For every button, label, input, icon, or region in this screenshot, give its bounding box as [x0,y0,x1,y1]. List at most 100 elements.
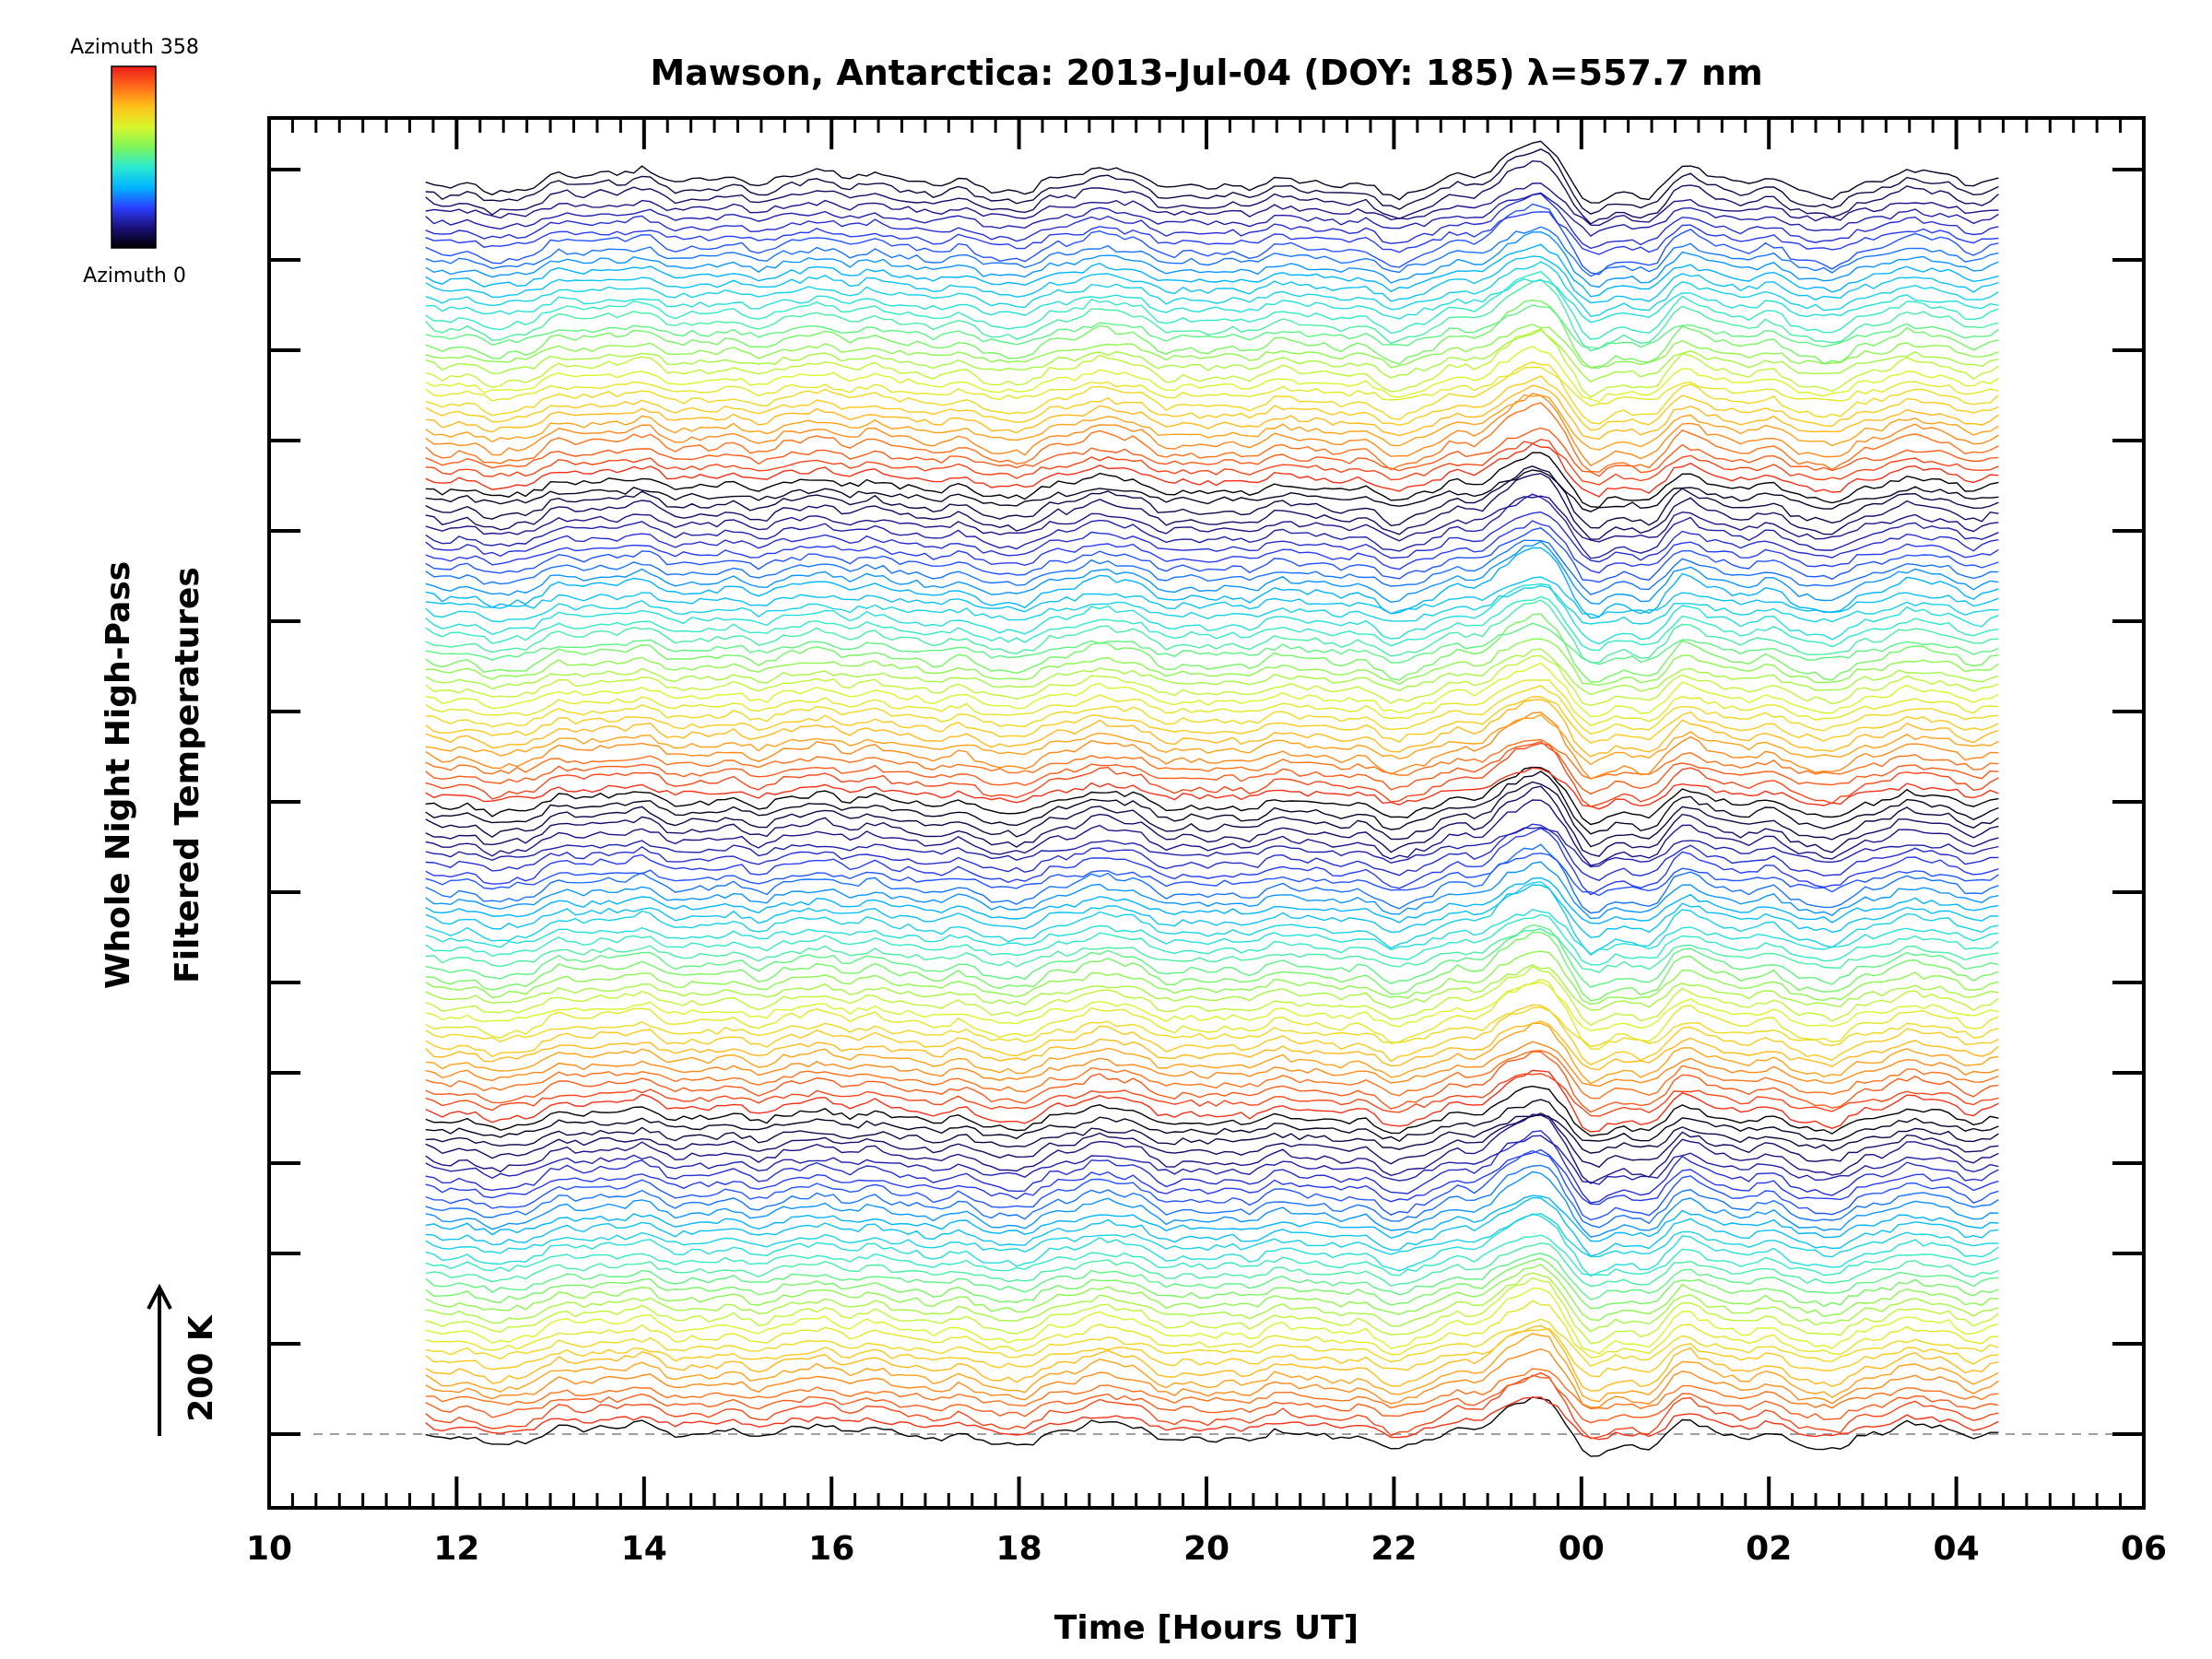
trace-line [425,1333,1999,1403]
y-axis-label-line1: Whole Night High-Pass [100,561,137,989]
trace-line [425,304,1999,349]
trace-line [425,278,1999,352]
trace-line [425,230,1999,288]
trace-line [425,931,1999,1002]
trace-line [425,662,1999,718]
trace-line [425,913,1999,966]
trace-line [425,781,1999,848]
trace-line [425,827,1999,868]
trace-line [425,1277,1999,1345]
trace-line [425,329,1999,383]
trace-line [425,1234,1999,1277]
trace-line [425,981,1999,1031]
scale-indicator: 200 K [147,1283,220,1436]
trace-line [425,928,1999,973]
trace-line [425,438,1999,486]
trace-line [425,1324,1999,1392]
x-tick-label: 20 [1183,1530,1230,1568]
trace-line [425,148,1999,215]
trace-line [425,1327,1999,1378]
trace-line [425,978,1999,1050]
trace-line [425,696,1999,744]
trace-line [425,327,1999,398]
trace-line [425,1368,1999,1410]
trace-line [425,393,1999,466]
trace-line [425,1051,1999,1113]
x-tick-label: 02 [1746,1530,1792,1568]
trace-line [425,599,1999,664]
scale-label: 200 K [182,1314,220,1422]
trace-line [425,159,1999,225]
trace-line [425,861,1999,920]
trace-line [425,469,1999,512]
trace-line [425,1073,1999,1117]
trace-line [425,211,1999,255]
trace-line [425,638,1999,687]
trace-line [425,473,1999,540]
trace-line [425,909,1999,956]
trace-line [425,1253,1999,1300]
trace-line [425,547,1999,619]
trace-line [425,140,1999,204]
trace-line [425,261,1999,318]
trace-line [425,679,1999,727]
trace-line [425,767,1999,810]
trace-line [425,880,1999,957]
trace-line [425,622,1999,665]
trace-line [425,712,1999,781]
traces [425,140,1999,1457]
trace-line [425,203,1999,276]
colorbar-gradient [111,65,157,249]
trace-line [425,346,1999,403]
trace-line [425,1149,1999,1221]
trace-line [425,324,1999,369]
trace-line [425,1347,1999,1408]
trace-line [425,1113,1999,1184]
x-tick-labels: 10 12 14 16 18 20 22 00 02 04 06 [246,1530,2167,1568]
x-tick-label: 12 [433,1530,479,1568]
trace-line [425,1213,1999,1258]
trace-line [425,1135,1999,1185]
trace-line [425,685,1999,735]
y-axis-label: Whole Night High-Pass Filtered Temperatu… [100,561,206,989]
trace-line [425,427,1999,477]
x-tick-label: 22 [1371,1530,1417,1568]
trace-line [425,1264,1999,1322]
trace-line [425,442,1999,498]
trace-line [425,1085,1999,1137]
trace-line [425,1112,1999,1154]
colorbar-bottom-label: Azimuth 0 [83,265,186,288]
trace-line [425,877,1999,924]
trace-line [425,1020,1999,1071]
trace-line [425,300,1999,370]
x-tick-label: 16 [808,1530,854,1568]
trace-line [425,375,1999,431]
trace-line [425,964,1999,1011]
x-tick-label: 00 [1559,1530,1605,1568]
trace-line [425,843,1999,914]
trace-line [425,699,1999,758]
trace-line [425,465,1999,529]
trace-line [425,1396,1999,1457]
trace-line [425,742,1999,807]
trace-line [425,799,1999,866]
x-tick-label: 06 [2121,1530,2167,1568]
trace-line [425,1272,1999,1333]
trace-line [425,495,1999,543]
x-tick-label: 18 [996,1530,1042,1568]
trace-line [425,1041,1999,1088]
colorbar: Azimuth 358 Azimuth 0 [70,36,199,288]
trace-line [425,823,1999,882]
x-axis-label: Time [Hours UT] [1054,1609,1359,1647]
trace-line [425,595,1999,652]
trace-line [425,1396,1999,1441]
trace-line [425,527,1999,583]
trace-line [425,1371,1999,1440]
trace-line [425,1050,1999,1100]
axis-ticks [267,118,2146,1508]
trace-line [425,366,1999,407]
trace-line [425,384,1999,441]
x-tick-label: 14 [621,1530,667,1568]
trace-line [425,394,1999,451]
